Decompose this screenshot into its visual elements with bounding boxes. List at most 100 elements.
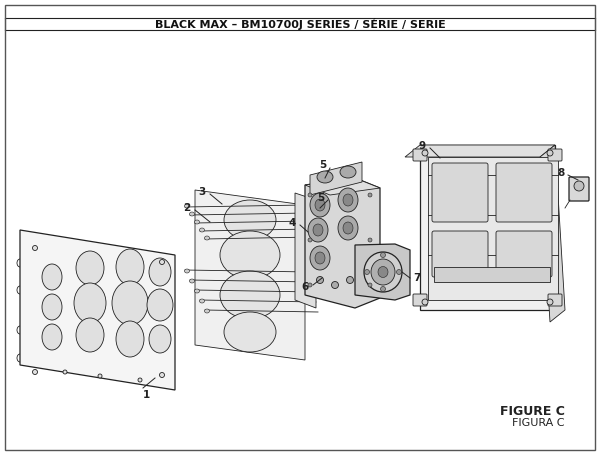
Ellipse shape [205,236,209,240]
FancyBboxPatch shape [432,163,488,222]
Ellipse shape [116,321,144,357]
Ellipse shape [190,279,194,283]
Ellipse shape [42,264,62,290]
Ellipse shape [574,181,584,191]
Ellipse shape [160,373,164,378]
Ellipse shape [308,193,312,197]
Ellipse shape [315,199,325,211]
Text: 3: 3 [199,187,206,197]
Polygon shape [305,178,380,308]
Ellipse shape [547,299,553,305]
Polygon shape [195,190,305,360]
Ellipse shape [368,238,372,242]
Text: 8: 8 [558,168,565,178]
Text: FIGURA C: FIGURA C [512,418,565,428]
Ellipse shape [317,171,333,183]
Ellipse shape [112,281,148,325]
Ellipse shape [343,194,353,206]
FancyBboxPatch shape [413,294,427,306]
FancyBboxPatch shape [496,163,552,222]
Polygon shape [20,230,175,390]
Ellipse shape [317,277,323,283]
Ellipse shape [74,283,106,323]
Ellipse shape [308,218,328,242]
Ellipse shape [42,324,62,350]
Polygon shape [295,193,316,308]
Polygon shape [540,145,565,322]
Text: 1: 1 [143,390,150,400]
FancyBboxPatch shape [432,231,488,277]
Ellipse shape [76,251,104,285]
Ellipse shape [343,222,353,234]
FancyBboxPatch shape [496,231,552,277]
Ellipse shape [422,150,428,156]
Ellipse shape [378,267,388,278]
Text: 5: 5 [319,160,326,170]
Ellipse shape [308,283,312,287]
Ellipse shape [42,294,62,320]
Ellipse shape [308,238,312,242]
Ellipse shape [224,200,276,240]
Ellipse shape [149,258,171,286]
Text: FIGURE C: FIGURE C [500,405,565,418]
Ellipse shape [422,299,428,305]
Ellipse shape [315,252,325,264]
Ellipse shape [365,269,370,274]
FancyBboxPatch shape [569,177,589,201]
Ellipse shape [220,231,280,279]
Ellipse shape [347,277,353,283]
Ellipse shape [340,166,356,178]
Ellipse shape [205,309,209,313]
Text: 2: 2 [183,203,190,213]
Ellipse shape [338,216,358,240]
Ellipse shape [397,269,401,274]
Ellipse shape [368,193,372,197]
Ellipse shape [63,370,67,374]
Ellipse shape [547,150,553,156]
Ellipse shape [32,369,37,374]
Ellipse shape [116,249,144,285]
Ellipse shape [185,204,190,208]
Ellipse shape [185,269,190,273]
Ellipse shape [190,212,194,216]
Ellipse shape [138,378,142,382]
Polygon shape [420,145,555,310]
Ellipse shape [368,283,372,287]
Text: 5: 5 [317,193,324,203]
Text: 4: 4 [289,218,296,228]
Ellipse shape [76,318,104,352]
Text: 7: 7 [413,273,421,283]
FancyBboxPatch shape [413,149,427,161]
Polygon shape [305,178,380,195]
Ellipse shape [224,312,276,352]
Ellipse shape [310,246,330,270]
Bar [428,157,558,300]
Text: 6: 6 [302,282,309,292]
Text: 9: 9 [419,141,426,151]
Ellipse shape [220,271,280,319]
Ellipse shape [194,289,199,293]
Polygon shape [405,145,555,157]
Ellipse shape [147,289,173,321]
Ellipse shape [149,325,171,353]
FancyBboxPatch shape [548,294,562,306]
Ellipse shape [160,259,164,264]
Ellipse shape [338,188,358,212]
Ellipse shape [98,374,102,378]
Ellipse shape [364,252,402,292]
Text: BLACK MAX – BM10700J SERIES / SÉRIE / SERIE: BLACK MAX – BM10700J SERIES / SÉRIE / SE… [155,18,445,30]
Ellipse shape [310,193,330,217]
Polygon shape [310,162,362,195]
Ellipse shape [313,224,323,236]
Ellipse shape [194,220,199,224]
Bar [434,267,550,282]
Ellipse shape [32,246,37,251]
Ellipse shape [380,253,386,258]
Ellipse shape [199,228,205,232]
Ellipse shape [371,259,395,285]
FancyBboxPatch shape [548,149,562,161]
Ellipse shape [380,287,386,292]
Ellipse shape [199,299,205,303]
Polygon shape [355,244,410,300]
Ellipse shape [331,282,338,288]
